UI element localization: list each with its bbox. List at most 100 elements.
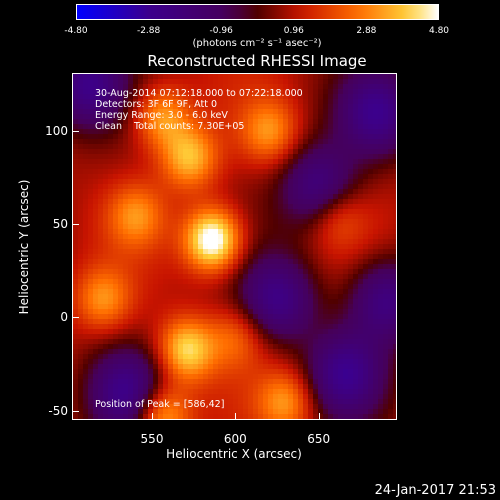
- heatmap-cell: [263, 304, 269, 310]
- heatmap-cell: [278, 264, 284, 270]
- heatmap-cell: [348, 254, 354, 260]
- heatmap-cell: [208, 219, 214, 225]
- heatmap-cell: [393, 329, 396, 335]
- heatmap-cell: [283, 294, 289, 300]
- heatmap-cell: [283, 89, 289, 95]
- heatmap-cell: [393, 269, 396, 275]
- heatmap-cell: [228, 379, 234, 385]
- heatmap-cell: [278, 399, 284, 405]
- heatmap-cell: [148, 104, 154, 110]
- heatmap-cell: [103, 159, 109, 165]
- heatmap-cell: [168, 199, 174, 205]
- heatmap-cell: [278, 269, 284, 275]
- heatmap-cell: [378, 419, 384, 420]
- heatmap-cell: [178, 309, 184, 315]
- heatmap-cell: [188, 219, 194, 225]
- heatmap-cell: [388, 129, 394, 135]
- heatmap-cell: [78, 219, 84, 225]
- heatmap-cell: [213, 349, 219, 355]
- heatmap-cell: [283, 404, 289, 410]
- heatmap-cell: [193, 149, 199, 155]
- heatmap-cell: [168, 194, 174, 200]
- heatmap-cell: [303, 409, 309, 415]
- heatmap-cell: [173, 174, 179, 180]
- heatmap-cell: [93, 144, 99, 150]
- heatmap-cell: [193, 414, 199, 419]
- heatmap-cell: [373, 294, 379, 300]
- heatmap-cell: [88, 159, 94, 165]
- heatmap-cell: [318, 414, 324, 419]
- colorbar-tick-label: -4.80: [64, 26, 88, 36]
- heatmap-cell: [273, 384, 279, 390]
- heatmap-cell: [248, 169, 254, 175]
- heatmap-cell: [193, 274, 199, 280]
- heatmap-cell: [378, 209, 384, 215]
- heatmap-cell: [368, 144, 374, 150]
- heatmap-cell: [173, 204, 179, 210]
- heatmap-cell: [383, 319, 389, 325]
- heatmap-cell: [343, 344, 349, 350]
- heatmap-cell: [328, 314, 334, 320]
- heatmap-cell: [73, 174, 79, 180]
- heatmap-cell: [278, 119, 284, 125]
- heatmap-cell: [73, 409, 79, 415]
- heatmap-cell: [328, 144, 334, 150]
- heatmap-cell: [203, 189, 209, 195]
- heatmap-cell: [273, 294, 279, 300]
- heatmap-cell: [218, 309, 224, 315]
- heatmap-cell: [153, 294, 159, 300]
- heatmap-cell: [193, 304, 199, 310]
- heatmap-cell: [353, 159, 359, 165]
- heatmap-cell: [258, 399, 264, 405]
- heatmap-cell: [388, 114, 394, 120]
- heatmap-cell: [228, 169, 234, 175]
- heatmap-cell: [288, 114, 294, 120]
- heatmap-cell: [193, 104, 199, 110]
- heatmap-cell: [163, 74, 169, 80]
- heatmap-cell: [343, 329, 349, 335]
- heatmap-cell: [268, 374, 274, 380]
- heatmap-cell: [328, 389, 334, 395]
- heatmap-cell: [93, 404, 99, 410]
- heatmap-cell: [333, 244, 339, 250]
- heatmap-cell: [328, 299, 334, 305]
- heatmap-cell: [148, 84, 154, 90]
- heatmap-cell: [213, 129, 219, 135]
- heatmap-cell: [113, 339, 119, 345]
- heatmap-cell: [183, 214, 189, 220]
- heatmap-cell: [243, 84, 249, 90]
- heatmap-cell: [368, 84, 374, 90]
- heatmap-cell: [328, 139, 334, 145]
- heatmap-cell: [358, 169, 364, 175]
- heatmap-cell: [373, 224, 379, 230]
- heatmap-cell: [108, 74, 114, 80]
- heatmap-cell: [128, 144, 134, 150]
- heatmap-cell: [338, 169, 344, 175]
- heatmap-cell: [328, 159, 334, 165]
- heatmap-cell: [378, 314, 384, 320]
- heatmap-cell: [188, 154, 194, 160]
- heatmap-cell: [88, 174, 94, 180]
- heatmap-cell: [278, 414, 284, 419]
- heatmap-cell: [368, 344, 374, 350]
- heatmap-cell: [183, 149, 189, 155]
- heatmap-cell: [108, 354, 114, 360]
- heatmap-cell: [353, 349, 359, 355]
- heatmap-cell: [73, 284, 79, 290]
- heatmap-cell: [128, 184, 134, 190]
- heatmap-cell: [348, 179, 354, 185]
- heatmap-cell: [213, 394, 219, 400]
- heatmap-cell: [253, 374, 259, 380]
- heatmap-cell: [73, 304, 79, 310]
- heatmap-cell: [263, 144, 269, 150]
- heatmap-cell: [168, 149, 174, 155]
- heatmap-cell: [213, 359, 219, 365]
- heatmap-cell: [133, 159, 139, 165]
- heatmap-cell: [383, 174, 389, 180]
- heatmap-cell: [208, 254, 214, 260]
- heatmap-cell: [313, 304, 319, 310]
- heatmap-cell: [343, 414, 349, 419]
- heatmap-cell: [293, 149, 299, 155]
- heatmap-cell: [323, 264, 329, 270]
- heatmap-cell: [308, 189, 314, 195]
